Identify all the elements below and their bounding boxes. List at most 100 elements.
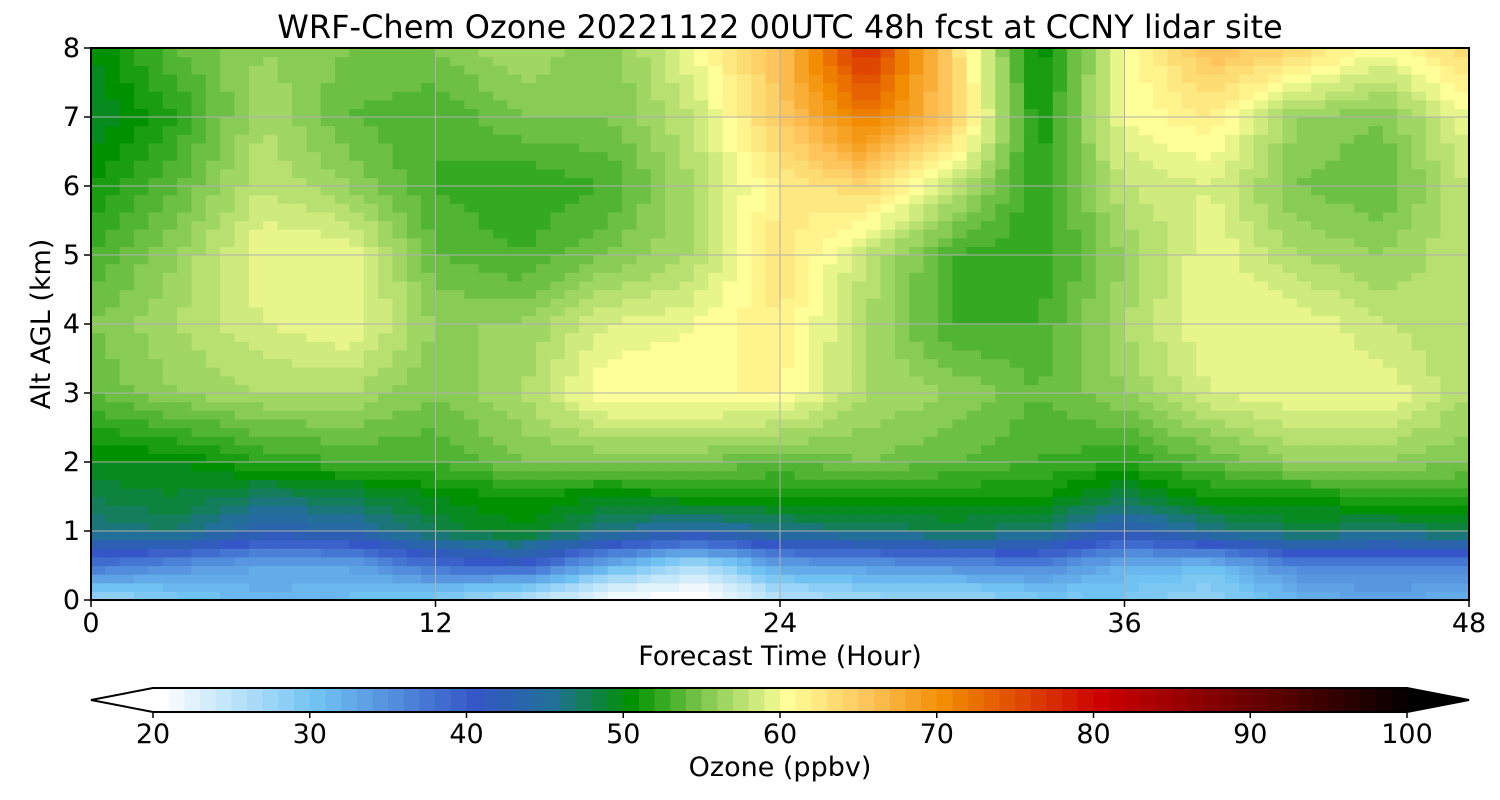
heatmap-cell — [1052, 513, 1068, 523]
heatmap-cell — [1268, 487, 1283, 498]
heatmap-cell — [1224, 280, 1240, 291]
heatmap-cell — [593, 393, 609, 403]
heatmap-cell — [966, 341, 982, 351]
heatmap-cell — [1268, 401, 1283, 411]
heatmap-cell — [1110, 186, 1126, 196]
heatmap-cell — [909, 168, 925, 178]
heatmap-cell — [866, 358, 882, 368]
heatmap-cell — [234, 418, 250, 429]
heatmap-cell — [995, 556, 1011, 567]
heatmap-cell — [980, 531, 996, 541]
heatmap-cell — [980, 272, 996, 282]
heatmap-cell — [277, 418, 293, 429]
heatmap-cell — [722, 393, 738, 403]
heatmap-cell — [320, 160, 336, 170]
heatmap-cell — [837, 220, 853, 230]
heatmap-cell — [134, 358, 150, 368]
heatmap-cell — [636, 349, 652, 360]
heatmap-cell — [263, 246, 279, 256]
heatmap-cell — [1239, 410, 1255, 420]
heatmap-cell — [1440, 358, 1456, 368]
heatmap-cell — [1153, 565, 1169, 575]
heatmap-cell — [320, 436, 336, 446]
heatmap-cell — [937, 289, 953, 299]
heatmap-cell — [464, 263, 480, 273]
heatmap-cell — [665, 539, 681, 549]
heatmap-cell — [1339, 496, 1355, 506]
heatmap-cell — [205, 462, 221, 472]
heatmap-cell — [607, 186, 623, 196]
heatmap-cell — [550, 332, 566, 342]
heatmap-cell — [780, 255, 795, 265]
heatmap-cell — [751, 470, 767, 480]
heatmap-cell — [909, 358, 925, 368]
heatmap-cell — [1052, 470, 1068, 480]
heatmap-cell — [521, 539, 537, 549]
heatmap-cell — [1282, 436, 1298, 446]
heatmap-cell — [1081, 453, 1097, 463]
heatmap-cell — [234, 556, 250, 567]
heatmap-cell — [880, 375, 896, 385]
heatmap-cell — [1440, 263, 1456, 273]
heatmap-cell — [1038, 324, 1054, 334]
heatmap-cell — [435, 246, 451, 256]
heatmap-cell — [220, 160, 236, 170]
heatmap-cell — [392, 194, 408, 204]
heatmap-cell — [722, 427, 738, 437]
heatmap-cell — [349, 591, 365, 600]
heatmap-cell — [464, 289, 480, 299]
heatmap-cell — [1368, 203, 1384, 213]
heatmap-cell — [909, 384, 925, 394]
heatmap-cell — [1454, 332, 1469, 342]
heatmap-cell — [1196, 436, 1212, 446]
heatmap-cell — [966, 479, 982, 489]
heatmap-cell — [421, 186, 437, 196]
heatmap-cells — [91, 48, 1469, 600]
heatmap-cell — [837, 436, 853, 446]
heatmap-cell — [722, 453, 738, 463]
heatmap-cell — [349, 298, 365, 308]
heatmap-cell — [349, 393, 365, 403]
heatmap-cell — [1024, 186, 1039, 196]
heatmap-cell — [507, 574, 523, 584]
heatmap-cell — [105, 453, 121, 463]
heatmap-cell — [1196, 384, 1212, 394]
heatmap-cell — [1440, 470, 1456, 480]
heatmap-cell — [507, 324, 523, 334]
heatmap-cell — [880, 410, 896, 420]
heatmap-cell — [220, 496, 236, 506]
heatmap-cell — [980, 168, 996, 178]
heatmap-cell — [593, 427, 609, 437]
heatmap-cell — [464, 358, 480, 368]
heatmap-cell — [1052, 574, 1068, 584]
heatmap-cell — [335, 427, 350, 437]
heatmap-cell — [134, 349, 150, 360]
heatmap-cell — [162, 168, 178, 178]
heatmap-cell — [937, 203, 953, 213]
heatmap-cell — [234, 462, 250, 472]
heatmap-cell — [866, 479, 882, 489]
heatmap-cell — [464, 177, 480, 187]
heatmap-cell — [665, 427, 681, 437]
heatmap-cell — [866, 505, 882, 515]
heatmap-cell — [708, 436, 724, 446]
heatmap-cell — [765, 246, 781, 256]
heatmap-cell — [119, 229, 135, 239]
heatmap-cell — [1382, 427, 1398, 437]
heatmap-cell — [1282, 418, 1298, 429]
heatmap-cell — [665, 246, 681, 256]
heatmap-cell — [378, 548, 394, 558]
heatmap-cell — [636, 513, 652, 523]
heatmap-cell — [1095, 565, 1111, 575]
heatmap-cell — [722, 306, 738, 316]
heatmap-cell — [478, 246, 494, 256]
heatmap-cell — [693, 280, 709, 291]
heatmap-cell — [622, 556, 638, 567]
heatmap-cell — [1081, 418, 1097, 429]
heatmap-cell — [1282, 591, 1298, 600]
heatmap-cell — [1138, 315, 1154, 325]
heatmap-cell — [1454, 565, 1469, 575]
heatmap-cell — [1067, 211, 1083, 222]
heatmap-cell — [248, 444, 264, 454]
heatmap-cell — [363, 168, 379, 178]
